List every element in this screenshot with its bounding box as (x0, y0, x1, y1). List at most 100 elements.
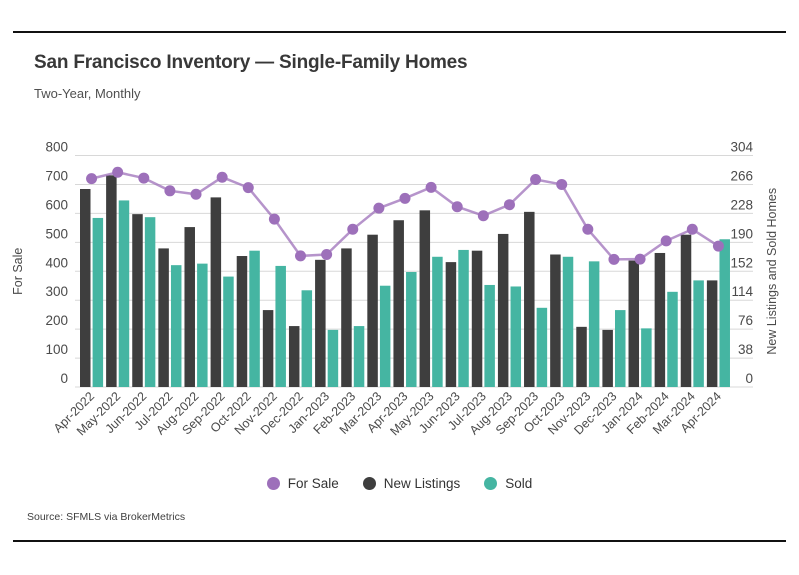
bar-sold (275, 265, 286, 387)
bar-sold (118, 200, 130, 387)
right-tick-label: 0 (745, 371, 753, 386)
for-sale-marker (242, 182, 254, 194)
for-sale-marker (556, 178, 568, 190)
bar-new-listings (80, 189, 91, 387)
for-sale-marker (451, 201, 463, 213)
bar-new-listings (680, 234, 692, 387)
bar-sold (223, 276, 234, 387)
for-sale-marker (608, 253, 620, 265)
left-tick-label: 300 (45, 284, 68, 299)
left-tick-label: 800 (45, 140, 68, 155)
bar-new-listings (602, 329, 613, 387)
for-sale-marker (712, 240, 724, 252)
for-sale-marker (164, 185, 176, 197)
bar-sold (562, 256, 574, 387)
new-listings-swatch-icon (362, 477, 376, 490)
x-tick-label: Jun-2022 (103, 389, 150, 436)
bar-new-listings (654, 252, 666, 387)
chart-legend: For Sale New Listings Sold (0, 476, 799, 491)
bar-sold (615, 310, 626, 387)
legend-item-for-sale: For Sale (266, 476, 339, 491)
bar-sold (301, 290, 313, 387)
left-tick-label: 500 (45, 226, 68, 241)
x-tick-label: Aug-2023 (467, 389, 515, 437)
legend-item-sold: Sold (484, 476, 532, 491)
bar-new-listings (184, 227, 195, 387)
x-tick-label: Jan-2024 (599, 389, 646, 436)
bar-new-listings (445, 262, 457, 387)
x-tick-label: Mar-2024 (650, 389, 698, 437)
bar-new-listings (419, 210, 431, 387)
bar-new-listings (471, 250, 483, 387)
for-sale-marker (660, 235, 672, 247)
bar-new-listings (524, 211, 535, 387)
bar-sold (719, 239, 730, 387)
x-tick-label: Jul-2023 (445, 389, 489, 433)
x-tick-label: May-2022 (74, 389, 123, 438)
legend-label-for-sale: For Sale (287, 476, 339, 491)
for-sale-marker (477, 210, 489, 222)
x-tick-label: Feb-2023 (311, 389, 359, 437)
bar-new-listings (132, 214, 143, 387)
bar-sold (458, 249, 469, 387)
x-tick-label: Apr-2022 (51, 389, 97, 435)
bar-sold (353, 326, 365, 387)
bar-sold (144, 217, 156, 387)
for-sale-marker (347, 223, 359, 235)
for-sale-marker (503, 199, 515, 211)
for-sale-marker (373, 202, 385, 214)
x-tick-label: Sep-2023 (493, 389, 541, 437)
bar-new-listings (706, 280, 718, 387)
right-tick-label: 190 (730, 226, 753, 241)
for-sale-marker (399, 192, 411, 204)
bar-sold (92, 217, 104, 387)
bar-sold (197, 263, 208, 387)
x-tick-label: Jan-2023 (285, 389, 332, 436)
x-tick-label: Jul-2022 (132, 389, 176, 433)
for-sale-marker (138, 172, 150, 184)
for-sale-marker (686, 223, 698, 235)
bar-sold (249, 250, 260, 387)
for-sale-marker (295, 250, 307, 262)
bar-new-listings (236, 256, 248, 387)
source-note: Source: SFMLS via BrokerMetrics (27, 511, 186, 523)
bar-sold (693, 280, 704, 387)
x-tick-label: Dec-2022 (258, 389, 306, 437)
bar-new-listings (106, 175, 117, 387)
bar-sold (536, 307, 548, 387)
x-tick-label: Feb-2024 (624, 389, 672, 437)
bar-sold (379, 285, 391, 387)
bar-sold (667, 291, 678, 387)
bottom-rule (13, 540, 786, 542)
legend-label-sold: Sold (505, 476, 533, 491)
x-tick-label: May-2023 (387, 389, 436, 438)
right-tick-label: 38 (738, 342, 753, 357)
bar-sold (406, 272, 417, 387)
legend-item-new-listings: New Listings (362, 476, 460, 491)
x-tick-label: Oct-2023 (521, 389, 567, 435)
sold-swatch-icon (484, 477, 498, 490)
bar-new-listings (288, 326, 300, 387)
for-sale-marker (425, 181, 437, 193)
for-sale-marker (582, 223, 594, 235)
for-sale-marker (190, 188, 202, 200)
bar-new-listings (367, 234, 378, 387)
for-sale-line (91, 171, 720, 261)
for-sale-marker (634, 253, 646, 265)
right-tick-label: 152 (730, 255, 753, 270)
bar-sold (327, 329, 339, 387)
x-tick-label: Aug-2022 (153, 389, 201, 437)
right-tick-label: 76 (738, 313, 753, 328)
left-tick-label: 200 (45, 313, 68, 328)
bar-new-listings (210, 197, 222, 387)
top-rule (13, 31, 786, 33)
for-sale-swatch-icon (266, 477, 280, 490)
bar-new-listings (497, 233, 509, 387)
x-tick-label: Dec-2023 (571, 389, 619, 437)
x-tick-label: Mar-2023 (337, 389, 385, 437)
for-sale-marker (216, 171, 228, 183)
bar-new-listings (393, 220, 404, 387)
bar-sold (641, 328, 652, 387)
bar-sold (170, 265, 182, 387)
